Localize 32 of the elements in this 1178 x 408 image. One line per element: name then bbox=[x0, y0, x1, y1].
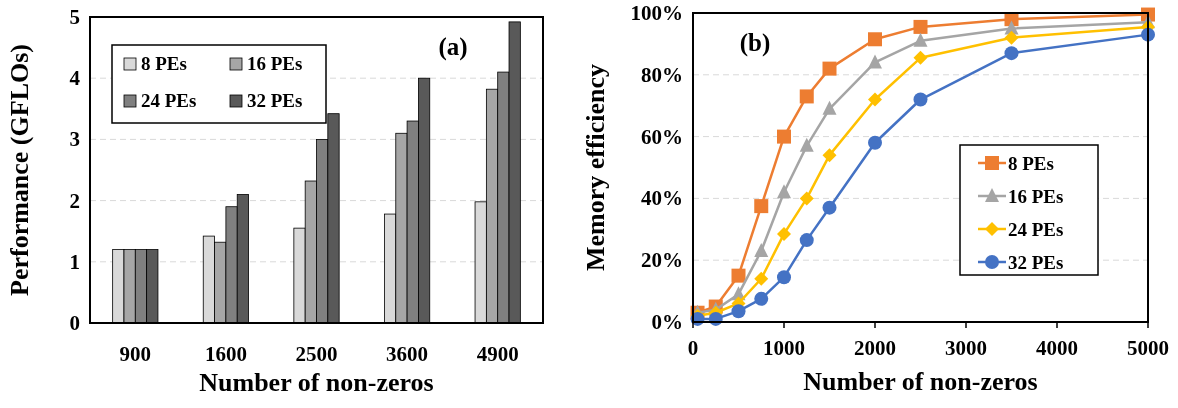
x-tick-label: 900 bbox=[119, 342, 152, 366]
x-tick-label: 1600 bbox=[204, 342, 247, 366]
y-tick-label: 3 bbox=[69, 127, 80, 152]
x-tick-label: 2000 bbox=[854, 336, 896, 360]
y-tick-label: 60% bbox=[641, 124, 683, 149]
x-tick-label: 3000 bbox=[945, 336, 987, 360]
x-tick-label: 4000 bbox=[1036, 336, 1078, 360]
y-tick-label: 0 bbox=[69, 311, 80, 335]
legend-label: 24 PEs bbox=[141, 90, 197, 111]
x-tick-label: 5000 bbox=[1127, 336, 1169, 360]
annotation: (a) bbox=[438, 33, 468, 61]
x-axis-title: Number of non-zeros bbox=[199, 368, 434, 397]
x-tick-label: 2500 bbox=[295, 342, 338, 366]
x-tick-label: 3600 bbox=[386, 342, 429, 366]
x-axis-title: Number of non-zeros bbox=[803, 367, 1038, 396]
y-axis-title: Memory efficiency bbox=[581, 63, 610, 272]
y-tick-label: 100% bbox=[630, 1, 683, 25]
y-tick-label: 20% bbox=[641, 248, 683, 273]
x-tick-label: 4900 bbox=[476, 342, 519, 366]
y-tick-label: 5 bbox=[69, 5, 80, 29]
legend-label: 16 PEs bbox=[247, 53, 303, 74]
y-axis-title: Performance (GFLOs) bbox=[5, 44, 34, 296]
y-tick-label: 4 bbox=[69, 66, 81, 91]
y-tick-label: 2 bbox=[69, 188, 80, 213]
x-tick-label: 1000 bbox=[763, 336, 805, 360]
y-tick-label: 80% bbox=[641, 62, 683, 87]
y-tick-label: 1 bbox=[69, 249, 80, 274]
legend-label: 8 PEs bbox=[141, 53, 187, 74]
legend-label: 32 PEs bbox=[247, 90, 303, 111]
y-tick-label: 0% bbox=[651, 310, 683, 334]
y-tick-label: 40% bbox=[641, 186, 683, 211]
x-tick-label: 0 bbox=[687, 336, 699, 360]
